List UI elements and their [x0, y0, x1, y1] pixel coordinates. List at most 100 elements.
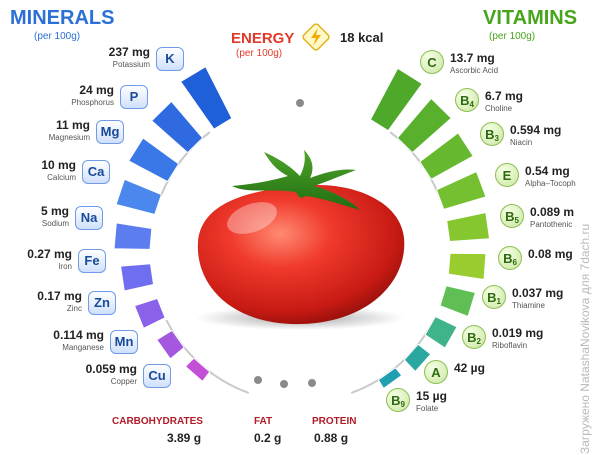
vitamin-value: 15 µg [416, 389, 447, 403]
mineral-name: Magnesium [48, 133, 90, 142]
vitamin-name: Riboflavin [492, 341, 528, 350]
vitamin-name: Pantothenic [530, 220, 573, 229]
mineral-symbol-badge: Fe [78, 249, 106, 273]
vitamin-name: Folate [416, 404, 439, 413]
mineral-name: Iron [58, 262, 72, 271]
mineral-bar-segment [113, 222, 153, 250]
lightning-bolt-icon [300, 21, 332, 53]
nutrient-label: FAT [254, 416, 273, 427]
vitamin-value: 13.7 mg [450, 51, 495, 65]
vitamin-bar-segment [446, 211, 491, 243]
vitamin-symbol-badge: B5 [500, 204, 524, 228]
minerals-subtitle: (per 100g) [34, 31, 81, 42]
vitamin-bar-segment [369, 67, 423, 132]
vitamin-bar-segment [439, 285, 477, 318]
vitamin-name: Thiamine [512, 301, 545, 310]
ring-arc [159, 131, 211, 197]
vitamin-value: 0.089 m [530, 205, 575, 219]
mineral-value: 237 mg [108, 45, 150, 59]
mineral-name: Sodium [41, 219, 69, 228]
vitamin-value: 0.037 mg [512, 286, 564, 300]
vitamin-name: Ascorbic Acid [450, 66, 499, 75]
mineral-symbol-badge: Ca [82, 160, 110, 184]
vitamin-value: 0.594 mg [510, 123, 562, 137]
connector-dot [296, 99, 304, 107]
vitamin-bar-segment [424, 315, 458, 349]
energy-subtitle: (per 100g) [236, 48, 283, 59]
ring-arc [165, 319, 250, 394]
energy-label: ENERGY [231, 30, 295, 47]
mineral-value: 0.27 mg [27, 247, 72, 261]
mineral-value: 0.17 mg [37, 289, 82, 303]
mineral-value: 0.114 mg [53, 328, 104, 342]
tomato-highlight [227, 202, 277, 234]
mineral-symbol-badge: Zn [88, 291, 116, 315]
mineral-symbol-badge: Mn [110, 330, 138, 354]
mineral-symbol-badge: Cu [143, 364, 171, 388]
tomato-body [197, 184, 405, 325]
watermark: Загружено NatashaNovikova для 7dach.ru [578, 223, 592, 454]
mineral-name: Phosphorus [71, 98, 114, 107]
vitamin-symbol-badge: C [420, 50, 444, 74]
mineral-name: Manganese [62, 343, 104, 352]
minerals-title: MINERALS [10, 7, 115, 29]
mineral-value: 10 mg [41, 158, 76, 172]
vitamin-name: Niacin [510, 138, 533, 147]
mineral-bar-segment [184, 357, 211, 383]
connector-dot [280, 380, 288, 388]
mineral-value: 0.059 mg [85, 362, 137, 376]
mineral-name: Calcium [47, 173, 76, 182]
mineral-bar-segment [133, 297, 166, 329]
connector-dot [308, 379, 316, 387]
vitamin-symbol-badge: B1 [482, 285, 506, 309]
vitamin-bar-segment [435, 170, 487, 211]
vitamin-name: Alpha–Tocoph [525, 179, 576, 188]
mineral-bar-segment [179, 65, 233, 130]
mineral-value: 5 mg [40, 204, 69, 218]
vitamin-value: 42 µg [454, 361, 485, 375]
vitamin-symbol-badge: E [495, 163, 519, 187]
mineral-bar-segment [127, 137, 180, 183]
nutrient-value: 0.2 g [254, 431, 282, 445]
nutrient-label: PROTEIN [312, 416, 357, 427]
vitamin-value: 0.08 mg [528, 247, 573, 261]
mineral-symbol-badge: K [156, 47, 184, 71]
mineral-symbol-badge: Na [75, 206, 103, 230]
vitamin-bar-segment [447, 252, 487, 281]
vitamin-bar-segment [396, 97, 453, 154]
mineral-name: Potassium [112, 60, 150, 69]
vitamin-bar-segment [377, 367, 403, 390]
mineral-bar-segment [119, 263, 155, 292]
vitamin-value: 6.7 mg [485, 89, 524, 103]
vitamin-value: 0.019 mg [492, 326, 544, 340]
vitamin-symbol-badge: B3 [480, 122, 504, 146]
vitamin-value: 0.54 mg [525, 164, 570, 178]
mineral-symbol-badge: P [120, 85, 148, 109]
vitamins-subtitle: (per 100g) [489, 31, 536, 42]
vitamin-name: Choline [485, 104, 513, 113]
mineral-value: 24 mg [79, 83, 114, 97]
nutrient-value: 3.89 g [167, 431, 202, 445]
mineral-bar-segment [156, 329, 185, 360]
vitamin-bar-segment [403, 343, 432, 373]
nutrient-label: CARBOHYDRATES [112, 416, 203, 427]
connector-dot [254, 376, 262, 384]
tomato [195, 150, 405, 330]
mineral-bar-segment [115, 178, 163, 216]
vitamins-title: VITAMINS [483, 7, 578, 29]
vitamin-symbol-badge: B4 [455, 88, 479, 112]
energy-value: 18 kcal [340, 30, 384, 45]
vitamin-symbol-badge: B2 [462, 325, 486, 349]
vitamin-symbol-badge: B6 [498, 246, 522, 270]
tomato-stem [232, 150, 360, 210]
mineral-bar-segment [150, 100, 204, 154]
vitamin-bar-segment [419, 132, 474, 180]
vitamin-symbol-badge: A [424, 360, 448, 384]
nutrient-value: 0.88 g [314, 431, 349, 445]
mineral-name: Zinc [66, 304, 82, 313]
mineral-name: Copper [110, 377, 137, 386]
mineral-symbol-badge: Mg [96, 120, 124, 144]
vitamin-symbol-badge: B9 [386, 388, 410, 412]
mineral-value: 11 mg [55, 118, 90, 132]
